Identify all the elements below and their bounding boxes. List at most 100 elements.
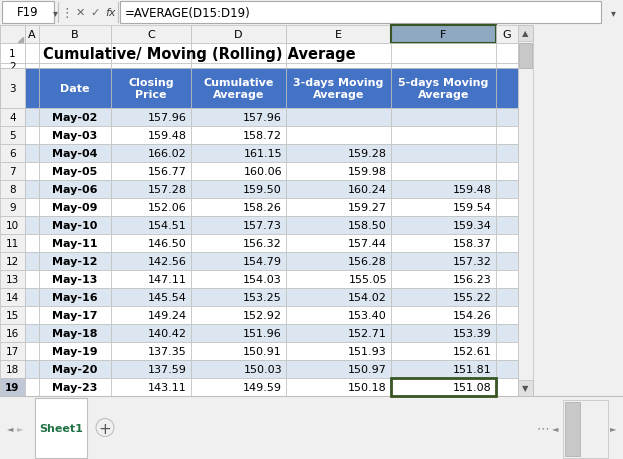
Text: 160.06: 160.06 [244, 167, 282, 177]
Text: 157.32: 157.32 [453, 257, 492, 266]
Text: G: G [503, 30, 511, 40]
Bar [496, 217, 518, 235]
Bar [496, 378, 518, 396]
Bar [0, 180, 25, 199]
Bar [391, 199, 496, 217]
Circle shape [96, 419, 114, 437]
Text: Cumulative
Average: Cumulative Average [203, 78, 273, 100]
Bar [39, 288, 111, 306]
Bar [25, 64, 39, 69]
Text: 149.59: 149.59 [243, 382, 282, 392]
Bar [496, 26, 518, 44]
Text: 151.08: 151.08 [454, 382, 492, 392]
Bar [565, 402, 580, 456]
Text: 158.37: 158.37 [453, 239, 492, 248]
Text: ▲: ▲ [522, 29, 529, 39]
Bar [39, 199, 111, 217]
Bar [286, 342, 391, 360]
Bar [25, 342, 39, 360]
Bar [286, 69, 391, 109]
Text: 5: 5 [9, 131, 16, 141]
Bar [391, 180, 496, 199]
Bar [111, 325, 191, 342]
Text: May-02: May-02 [52, 113, 98, 123]
Text: fx: fx [105, 8, 115, 18]
Bar [191, 127, 286, 145]
Bar [111, 360, 191, 378]
Bar [0, 64, 25, 69]
Bar [0, 217, 25, 235]
Bar [391, 64, 496, 69]
Bar [191, 325, 286, 342]
Text: 155.05: 155.05 [348, 274, 387, 285]
Bar [518, 380, 533, 396]
Bar [25, 217, 39, 235]
Bar [25, 199, 39, 217]
Bar [286, 180, 391, 199]
Bar [39, 342, 111, 360]
Bar [391, 378, 496, 396]
Bar [391, 44, 496, 64]
Bar [0, 127, 25, 145]
Text: 6: 6 [9, 149, 16, 159]
Text: B: B [71, 30, 79, 40]
Bar [391, 145, 496, 162]
Bar [25, 69, 39, 109]
Bar [111, 127, 191, 145]
Bar [111, 235, 191, 252]
Bar [0, 252, 25, 270]
Text: 156.32: 156.32 [243, 239, 282, 248]
Bar [39, 64, 111, 69]
Text: 160.24: 160.24 [348, 185, 387, 195]
Bar [496, 180, 518, 199]
Text: 157.96: 157.96 [243, 113, 282, 123]
Bar [111, 162, 191, 180]
Text: 137.35: 137.35 [148, 346, 187, 356]
Text: ▾: ▾ [611, 8, 616, 18]
Bar [496, 325, 518, 342]
Bar [25, 127, 39, 145]
Text: 4: 4 [9, 113, 16, 123]
Bar [286, 44, 391, 64]
Text: 154.03: 154.03 [243, 274, 282, 285]
Bar [191, 360, 286, 378]
Bar [191, 235, 286, 252]
Bar [39, 180, 111, 199]
Text: 1: 1 [9, 49, 16, 59]
Text: 151.96: 151.96 [243, 328, 282, 338]
Bar [0, 306, 25, 325]
Bar [286, 162, 391, 180]
Text: May-20: May-20 [52, 364, 98, 374]
Text: 166.02: 166.02 [148, 149, 187, 159]
Text: May-03: May-03 [52, 131, 98, 141]
Text: 157.73: 157.73 [243, 220, 282, 230]
Text: 152.92: 152.92 [243, 310, 282, 320]
Bar [25, 325, 39, 342]
Text: May-09: May-09 [52, 202, 98, 213]
Bar [0, 396, 623, 459]
Bar [25, 235, 39, 252]
Bar [286, 288, 391, 306]
Bar [39, 109, 111, 127]
Text: 159.28: 159.28 [348, 149, 387, 159]
Text: 158.50: 158.50 [348, 220, 387, 230]
Text: 3-days Moving
Average: 3-days Moving Average [293, 78, 384, 100]
Bar [191, 109, 286, 127]
Bar [191, 162, 286, 180]
Bar [391, 270, 496, 288]
Bar [39, 127, 111, 145]
Text: ✓: ✓ [90, 8, 100, 18]
Text: 159.48: 159.48 [453, 185, 492, 195]
Bar [391, 162, 496, 180]
Bar [286, 217, 391, 235]
Text: 146.50: 146.50 [148, 239, 187, 248]
Text: 14: 14 [6, 292, 19, 302]
Text: 153.39: 153.39 [454, 328, 492, 338]
Text: 156.77: 156.77 [148, 167, 187, 177]
Text: 150.18: 150.18 [348, 382, 387, 392]
Bar [191, 180, 286, 199]
Bar [191, 26, 286, 44]
Bar [0, 235, 25, 252]
Bar [191, 69, 286, 109]
Text: 159.34: 159.34 [453, 220, 492, 230]
